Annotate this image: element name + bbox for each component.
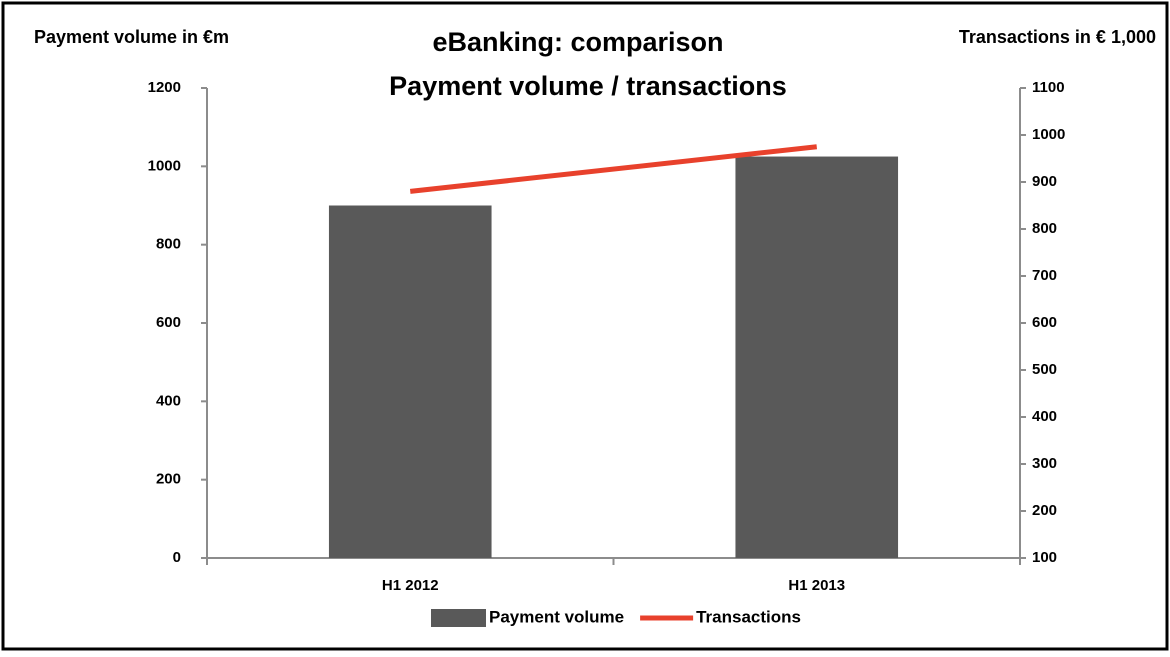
y-tick-label: 600 [156, 314, 181, 331]
y-tick-label: 200 [156, 471, 181, 488]
y2-tick-label: 600 [1032, 314, 1057, 331]
y2-tick-label: 1100 [1032, 79, 1065, 96]
line [409, 144, 818, 194]
y-tick-label: 800 [156, 236, 181, 253]
legend-swatch [431, 609, 486, 627]
y2-tick-label: 100 [1032, 549, 1057, 566]
y2-axis-label: Transactions in € 1,000 [959, 27, 1156, 47]
y2-tick-label: 700 [1032, 267, 1057, 284]
bar [735, 156, 899, 558]
y2-tick-label: 900 [1032, 173, 1057, 190]
y2-tick-label: 800 [1032, 220, 1057, 237]
x-tick-label: H1 2013 [788, 577, 845, 594]
y2-tick-label: 500 [1032, 361, 1057, 378]
bar [328, 205, 492, 558]
y2-tick-label: 300 [1032, 455, 1057, 472]
chart-title: eBanking: comparison [432, 27, 723, 57]
y2-tick-label: 1000 [1032, 126, 1065, 143]
y-tick-label: 1000 [148, 157, 181, 174]
legend-label: Payment volume [489, 607, 624, 626]
legend-label: Transactions [696, 607, 801, 626]
y-tick-label: 1200 [148, 79, 181, 96]
y-tick-label: 400 [156, 392, 181, 409]
y2-tick-label: 400 [1032, 408, 1057, 425]
y2-tick-label: 200 [1032, 502, 1057, 519]
x-tick-label: H1 2012 [382, 577, 439, 594]
y-tick-label: 0 [173, 549, 181, 566]
chart-subtitle: Payment volume / transactions [389, 71, 787, 101]
y-axis-label: Payment volume in €m [34, 27, 229, 47]
